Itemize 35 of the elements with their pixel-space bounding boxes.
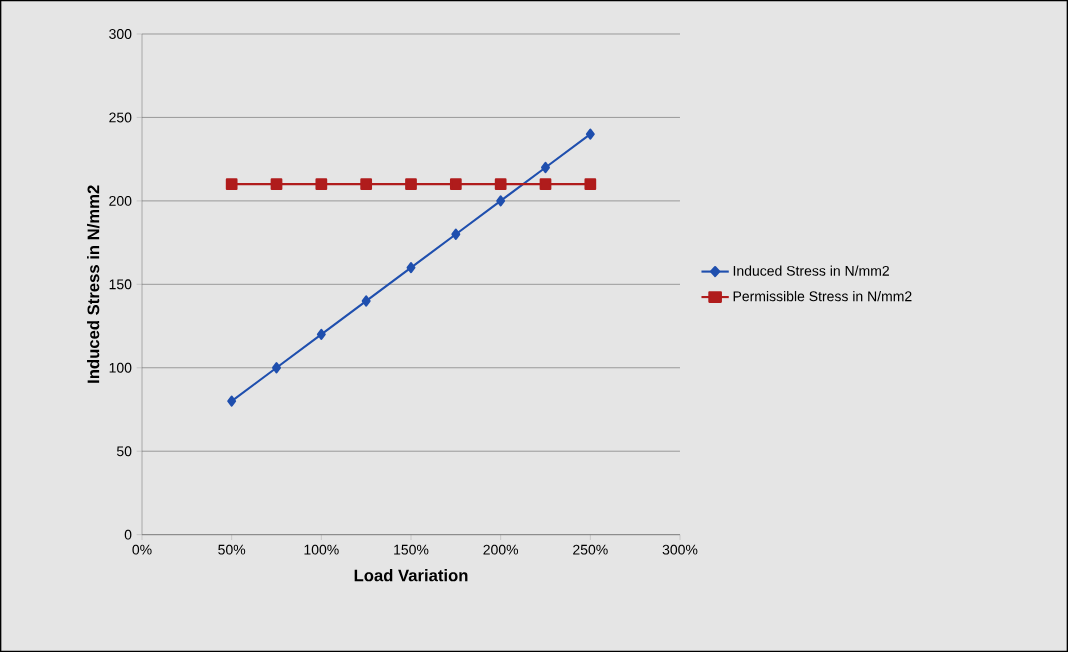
x-tick-label: 50% — [218, 544, 246, 555]
y-tick-label: 100 — [109, 362, 132, 373]
point — [496, 195, 506, 207]
point — [361, 295, 371, 307]
point — [227, 395, 237, 407]
x-axis-title: Load Variation — [354, 569, 468, 582]
point — [406, 262, 416, 274]
x-tick-label: 100% — [304, 544, 339, 555]
x-tick-label: 200% — [483, 544, 519, 555]
point — [360, 178, 373, 191]
point — [315, 178, 328, 191]
point — [405, 178, 417, 191]
y-tick-label: 50 — [116, 446, 132, 457]
x-tick-label: 0% — [132, 544, 152, 555]
y-axis-title: Induced Stress in N/mm2 — [87, 185, 100, 383]
y-tick-label: 0 — [124, 529, 132, 540]
point — [316, 328, 326, 340]
point — [270, 178, 283, 191]
y-tick-label: 300 — [109, 29, 132, 39]
y-tick-label: 200 — [109, 195, 132, 206]
y-tick-label: 150 — [109, 279, 132, 290]
y-tick-label: 250 — [109, 112, 132, 123]
point — [584, 178, 597, 191]
x-tick-label: 300% — [662, 544, 698, 555]
point — [449, 178, 462, 191]
point — [539, 178, 552, 191]
point — [494, 178, 507, 191]
x-tick-label: 250% — [573, 544, 608, 555]
point — [225, 178, 238, 191]
point — [451, 228, 461, 240]
legend-label: Induced Stress in N/mm2 — [733, 265, 889, 276]
legend-label: Permissible Stress in N/mm2 — [733, 290, 912, 302]
x-tick-label: 150% — [394, 544, 429, 555]
point — [585, 128, 595, 140]
point — [272, 362, 281, 374]
